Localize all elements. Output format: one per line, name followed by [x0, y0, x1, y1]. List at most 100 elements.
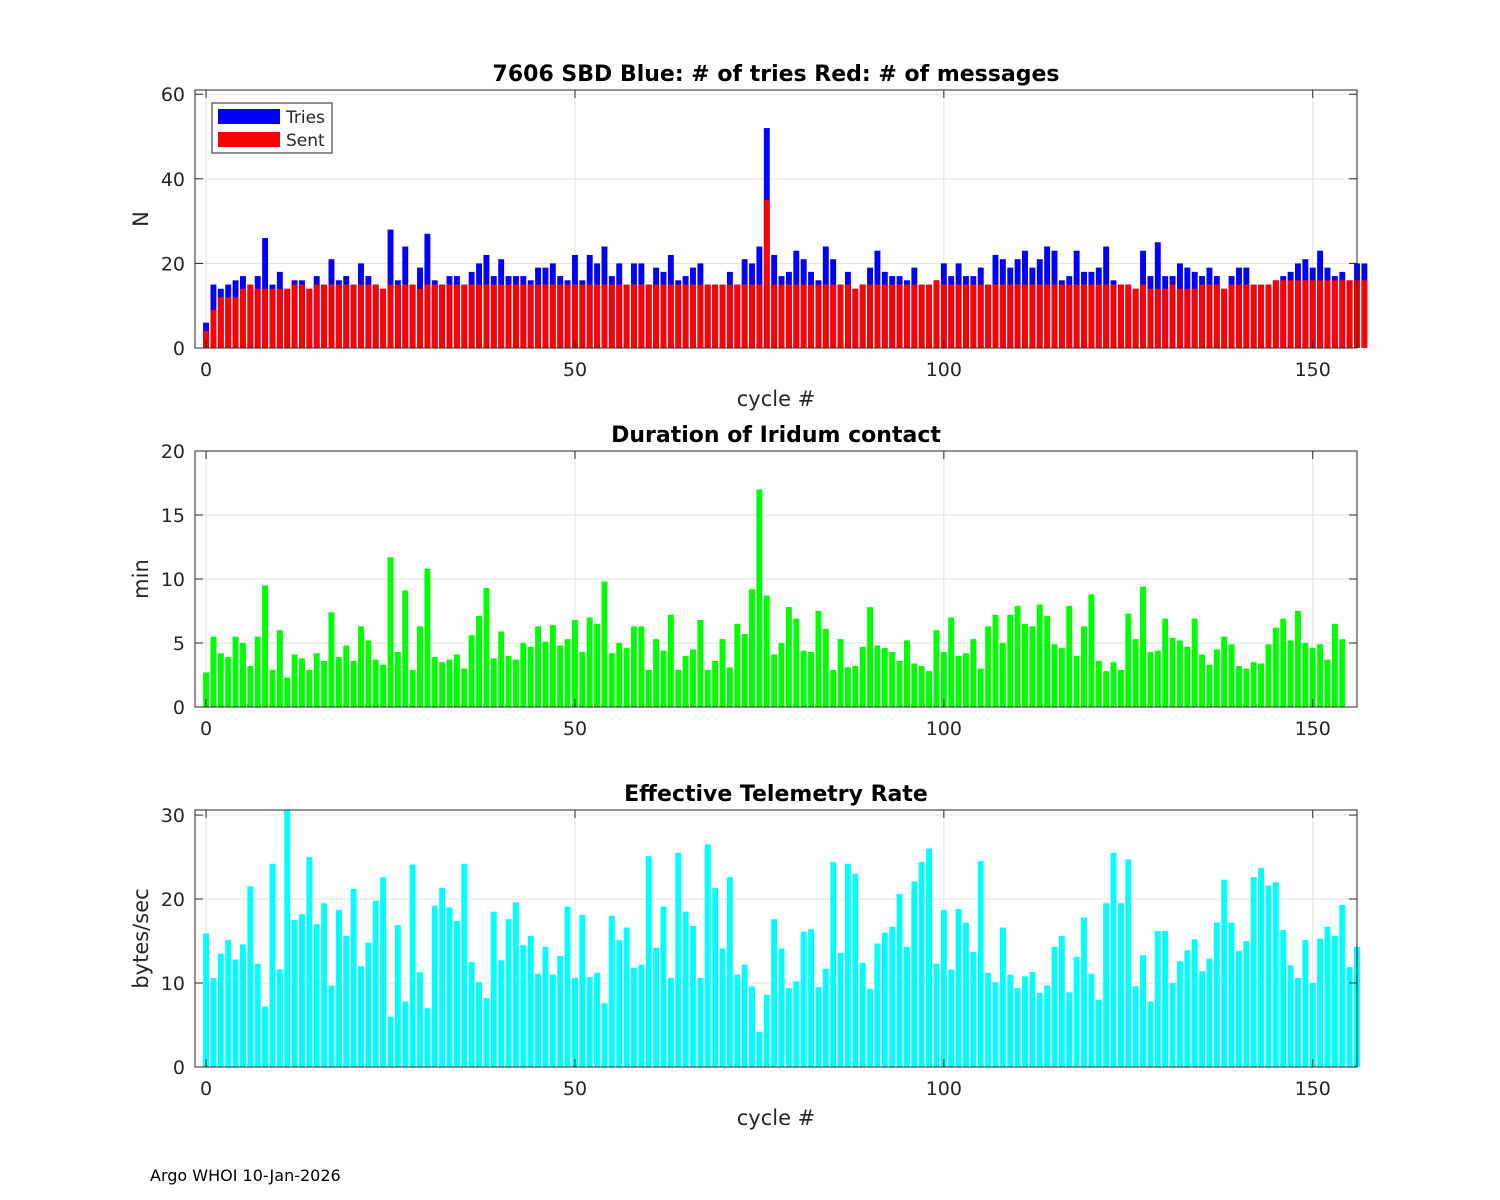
bar-sent [1051, 284, 1058, 348]
footer-credit: Argo WHOI 10-Jan-2026 [150, 1166, 341, 1185]
bar-value [904, 640, 910, 707]
bar-value [800, 931, 807, 1067]
bar-value [896, 660, 903, 707]
bar-value [712, 888, 719, 1067]
bar-value [1058, 648, 1065, 707]
bar-value [549, 625, 556, 707]
bar-value [343, 935, 350, 1067]
bar-sent [682, 284, 689, 348]
y-tick-label: 15 [161, 505, 185, 527]
bar-value [542, 641, 549, 707]
bar-value [1007, 614, 1014, 707]
bar-value [985, 972, 992, 1067]
bar-value [940, 651, 947, 707]
bar-sent [800, 284, 807, 348]
bar-sent [1243, 284, 1250, 348]
bar-value [1125, 859, 1132, 1067]
bar-value [1014, 988, 1021, 1067]
bar-value [963, 653, 969, 707]
bar-value [542, 946, 549, 1067]
bar-sent [262, 288, 269, 348]
y-tick-label: 0 [173, 1057, 185, 1079]
bar-value [1162, 930, 1169, 1067]
bar-sent [1236, 284, 1242, 348]
bar-value [852, 666, 859, 707]
bar-value [638, 964, 645, 1067]
bar-value [225, 940, 232, 1067]
bar-sent [1007, 284, 1014, 348]
chart-panel-2: 0 50 100 150 0 10 20 30 Effective Telemetry Rate… [129, 782, 1360, 1130]
bar-value [867, 607, 874, 707]
bar-sent [468, 284, 475, 348]
bar-sent [527, 284, 534, 348]
bar-value [970, 951, 977, 1067]
bar-value [638, 626, 645, 707]
bar-value [741, 634, 748, 707]
x-tick-label: 150 [1295, 359, 1331, 381]
bar-value [682, 911, 689, 1067]
bar-sent [269, 288, 276, 348]
bar-value [667, 614, 674, 707]
bar-sent [594, 284, 601, 348]
y-axis-label: bytes/sec [129, 888, 153, 988]
bar-sent [697, 284, 704, 348]
bar-value [1346, 967, 1353, 1067]
bar-value [1036, 993, 1043, 1067]
bar-sent [1044, 284, 1051, 348]
bar-sent [402, 284, 409, 348]
bar-value [350, 660, 357, 707]
bar-sent [726, 284, 733, 348]
y-tick-label: 60 [161, 84, 185, 106]
bar-sent [830, 284, 837, 348]
bar-value [505, 919, 512, 1067]
bar-sent [1088, 284, 1095, 348]
bar-value [210, 636, 217, 707]
bar-value [505, 655, 512, 707]
bar-value [999, 927, 1006, 1067]
bar-sent [1302, 280, 1309, 348]
bar-value [697, 977, 704, 1067]
bar-sent [1339, 280, 1346, 348]
bar-value [704, 669, 711, 707]
bar-value [601, 581, 608, 707]
bar-sent [1036, 284, 1043, 348]
y-tick-label: 20 [161, 441, 185, 463]
x-tick-label: 100 [926, 1078, 962, 1100]
bar-value [955, 909, 962, 1067]
bar-value [269, 669, 276, 707]
bar-value [321, 903, 328, 1067]
bar-sent [918, 284, 925, 348]
x-tick-label: 50 [563, 718, 587, 740]
bar-value [911, 881, 918, 1067]
bar-value [1176, 640, 1183, 707]
bar-value [667, 977, 674, 1067]
bar-sent [1191, 288, 1198, 348]
bar-sent [963, 284, 969, 348]
bar-value [1213, 649, 1220, 707]
bar-sent [992, 284, 999, 348]
bar-sent [1081, 284, 1087, 348]
bar-value [431, 905, 438, 1067]
bar-sent [1258, 284, 1265, 348]
bar-value [1044, 616, 1051, 707]
bar-value [217, 953, 224, 1067]
bar-value [306, 857, 313, 1067]
bar-value [1243, 668, 1250, 707]
bar-value [1258, 663, 1265, 707]
bar-sent [645, 284, 652, 348]
bar-sent [505, 284, 512, 348]
bar-sent [1140, 284, 1146, 348]
bar-value [210, 977, 217, 1067]
bar-value [690, 649, 696, 707]
bar-sent [446, 284, 453, 348]
bar-sent [940, 284, 947, 348]
bar-value [1243, 941, 1250, 1067]
bar-value [254, 963, 261, 1067]
bar-value [1117, 669, 1124, 707]
bar-sent [512, 284, 519, 348]
y-tick-label: 40 [161, 169, 185, 191]
bar-value [1206, 958, 1213, 1067]
bar-value [726, 667, 733, 707]
y-tick-label: 0 [173, 338, 185, 360]
bar-sent [1199, 284, 1206, 348]
